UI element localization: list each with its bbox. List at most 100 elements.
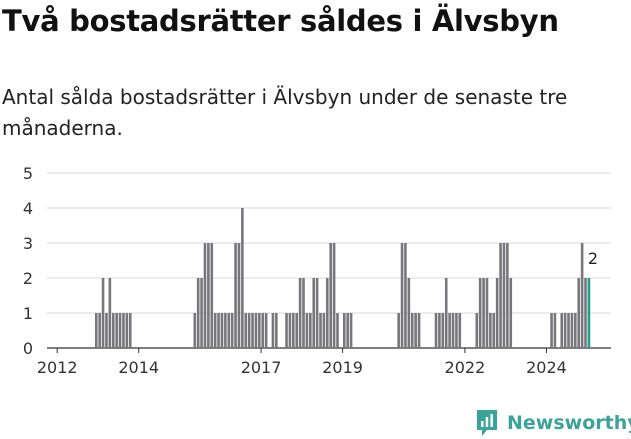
bar xyxy=(247,313,251,348)
bar xyxy=(444,278,448,348)
bar xyxy=(584,278,587,348)
bar xyxy=(258,313,261,348)
bar xyxy=(234,243,237,348)
bar xyxy=(203,243,207,348)
bar xyxy=(509,278,513,348)
bar xyxy=(196,278,200,348)
bar xyxy=(217,313,220,348)
bar-chart: 0 1 2 3 4 5 2012 2014 2017 2019 2022 2024 2 xyxy=(23,164,611,377)
bar xyxy=(451,313,455,348)
bar xyxy=(213,313,217,348)
bar xyxy=(111,313,115,348)
bar xyxy=(220,313,224,348)
y-tick-label: 1 xyxy=(23,304,33,323)
bar xyxy=(309,313,312,348)
bar xyxy=(101,278,105,348)
chart-subtitle: Antal sålda bostadsrätter i Älvsbyn unde… xyxy=(2,85,568,140)
bar xyxy=(261,313,265,348)
bar xyxy=(550,313,553,348)
newsworthy-logo: Newsworthy xyxy=(475,408,631,438)
bar xyxy=(230,313,234,348)
bar xyxy=(210,243,214,348)
bar xyxy=(224,313,227,348)
y-tick-label: 0 xyxy=(23,339,33,358)
y-tick-label: 5 xyxy=(23,164,33,183)
bar xyxy=(570,313,574,348)
y-tick-label: 2 xyxy=(23,269,33,288)
bar xyxy=(292,313,295,348)
bar xyxy=(207,243,210,348)
x-tick-label: 2024 xyxy=(526,358,567,377)
bar xyxy=(254,313,258,348)
bar xyxy=(305,313,309,348)
bar xyxy=(193,313,197,348)
bar xyxy=(448,313,451,348)
bar xyxy=(94,313,98,348)
bar xyxy=(506,243,509,348)
bar xyxy=(400,243,404,348)
x-tick-label: 2012 xyxy=(37,358,78,377)
data-labels: 2 xyxy=(588,249,598,268)
bar xyxy=(241,208,244,348)
bar xyxy=(342,313,346,348)
bar xyxy=(329,243,332,348)
bar xyxy=(414,313,417,348)
bar xyxy=(410,313,414,348)
highlight-value-label: 2 xyxy=(588,249,598,268)
y-tick-label: 3 xyxy=(23,234,33,253)
y-axis-ticks: 0 1 2 3 4 5 xyxy=(23,164,33,358)
bar xyxy=(98,313,101,348)
bar xyxy=(404,243,407,348)
bar xyxy=(346,313,349,348)
bar xyxy=(122,313,125,348)
bar xyxy=(244,313,248,348)
bar xyxy=(499,243,502,348)
bar xyxy=(237,243,241,348)
bar xyxy=(288,313,292,348)
bar xyxy=(560,313,564,348)
bar xyxy=(349,313,353,348)
x-axis-ticks: 2012 2014 2017 2019 2022 2024 xyxy=(37,348,567,377)
bar xyxy=(580,243,584,348)
bar xyxy=(417,313,421,348)
bar xyxy=(227,313,231,348)
x-tick-label: 2014 xyxy=(118,358,159,377)
x-tick-label: 2022 xyxy=(445,358,486,377)
bar xyxy=(264,313,268,348)
bar xyxy=(482,278,485,348)
bar xyxy=(285,313,288,348)
bar xyxy=(312,278,316,348)
bar xyxy=(322,313,326,348)
bar xyxy=(326,278,329,348)
bar xyxy=(577,278,581,348)
bar xyxy=(128,313,132,348)
bar xyxy=(125,313,129,348)
highlighted-bar xyxy=(587,278,591,348)
bar xyxy=(489,313,492,348)
bar xyxy=(495,278,499,348)
bar xyxy=(251,313,254,348)
bar xyxy=(563,313,567,348)
bar xyxy=(275,313,278,348)
bar xyxy=(200,278,203,348)
bar xyxy=(478,278,482,348)
bar xyxy=(485,278,489,348)
bar xyxy=(336,313,339,348)
bar xyxy=(295,313,299,348)
bar xyxy=(115,313,118,348)
bar xyxy=(475,313,479,348)
x-tick-label: 2019 xyxy=(322,358,363,377)
bar xyxy=(502,243,506,348)
bar xyxy=(315,278,319,348)
grid-lines xyxy=(47,172,611,349)
bar xyxy=(319,313,322,348)
bar xyxy=(455,313,458,348)
bar xyxy=(553,313,557,348)
bar xyxy=(441,313,445,348)
page-title: Två bostadsrätter såldes i Älvsbyn xyxy=(2,4,559,38)
newsworthy-wordmark: Newsworthy xyxy=(507,412,631,434)
bar xyxy=(434,313,438,348)
bar xyxy=(438,313,441,348)
bar xyxy=(332,243,336,348)
bar xyxy=(567,313,570,348)
